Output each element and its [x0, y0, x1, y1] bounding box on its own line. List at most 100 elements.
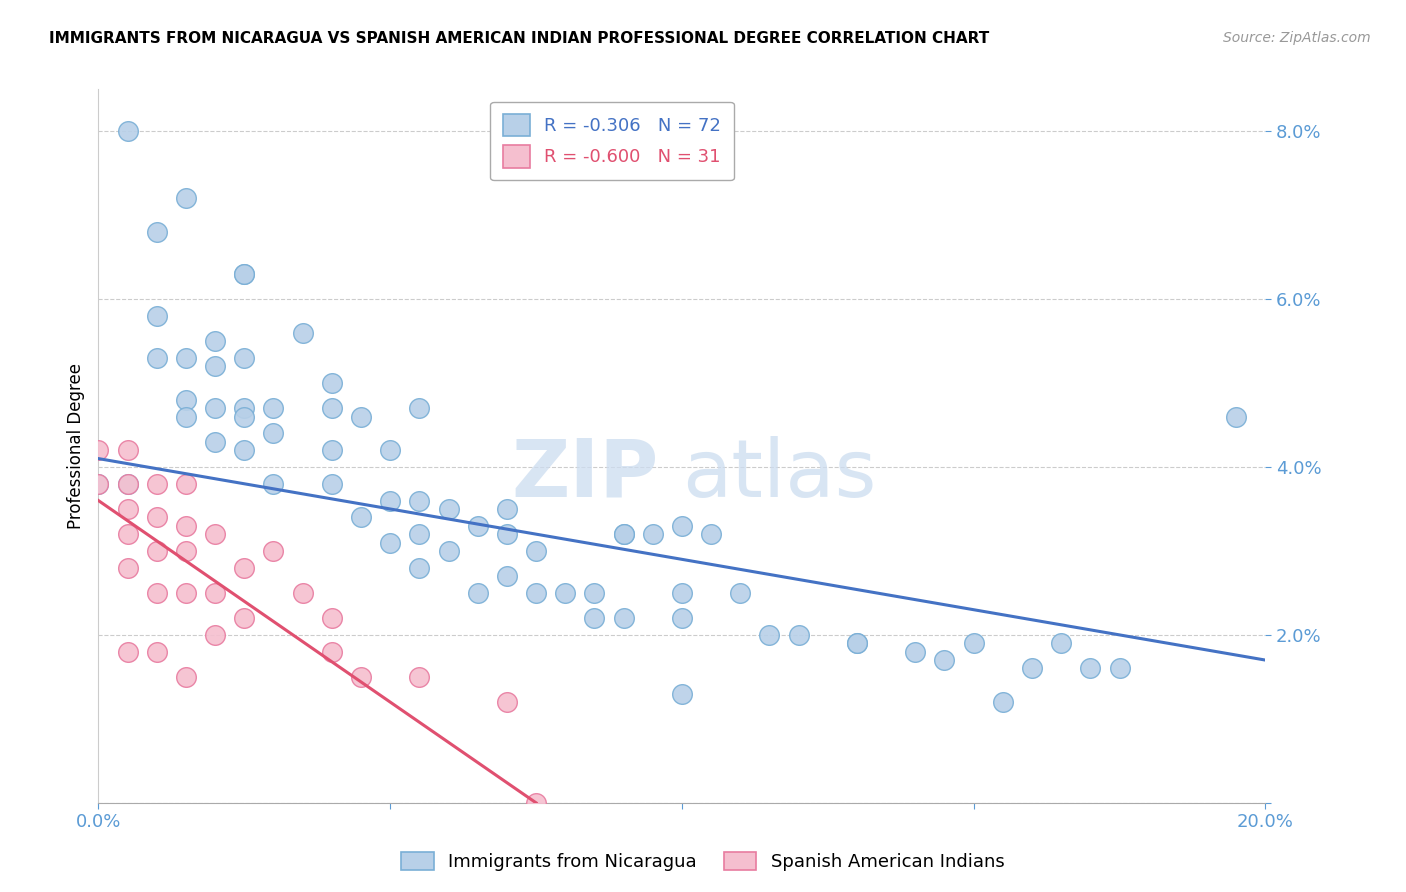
- Point: [700, 527, 723, 541]
- Point: [117, 476, 139, 491]
- Point: [758, 628, 780, 642]
- Point: [204, 334, 226, 348]
- Point: [262, 401, 284, 416]
- Point: [846, 636, 869, 650]
- Legend: R = -0.306   N = 72, R = -0.600   N = 31: R = -0.306 N = 72, R = -0.600 N = 31: [491, 102, 734, 180]
- Point: [233, 611, 256, 625]
- Point: [146, 544, 169, 558]
- Point: [1080, 661, 1102, 675]
- Point: [671, 687, 693, 701]
- Point: [117, 527, 139, 541]
- Point: [174, 351, 197, 365]
- Point: [174, 518, 197, 533]
- Point: [321, 476, 343, 491]
- Point: [496, 502, 519, 516]
- Point: [233, 351, 256, 365]
- Point: [671, 586, 693, 600]
- Point: [583, 586, 606, 600]
- Point: [408, 493, 430, 508]
- Point: [87, 476, 110, 491]
- Point: [146, 645, 169, 659]
- Point: [117, 443, 139, 458]
- Point: [174, 191, 197, 205]
- Text: atlas: atlas: [682, 435, 876, 514]
- Point: [671, 518, 693, 533]
- Point: [321, 401, 343, 416]
- Point: [583, 611, 606, 625]
- Point: [1050, 636, 1073, 650]
- Point: [730, 586, 752, 600]
- Point: [174, 392, 197, 407]
- Point: [291, 586, 314, 600]
- Point: [146, 225, 169, 239]
- Point: [204, 628, 226, 642]
- Point: [291, 326, 314, 340]
- Point: [496, 527, 519, 541]
- Point: [380, 493, 402, 508]
- Point: [496, 569, 519, 583]
- Point: [146, 510, 169, 524]
- Point: [671, 611, 693, 625]
- Point: [554, 586, 576, 600]
- Point: [233, 401, 256, 416]
- Point: [146, 586, 169, 600]
- Point: [117, 560, 139, 574]
- Point: [321, 376, 343, 390]
- Point: [904, 645, 927, 659]
- Point: [321, 443, 343, 458]
- Point: [262, 544, 284, 558]
- Point: [174, 476, 197, 491]
- Text: IMMIGRANTS FROM NICARAGUA VS SPANISH AMERICAN INDIAN PROFESSIONAL DEGREE CORRELA: IMMIGRANTS FROM NICARAGUA VS SPANISH AME…: [49, 31, 990, 46]
- Point: [612, 611, 634, 625]
- Point: [146, 309, 169, 323]
- Point: [467, 586, 489, 600]
- Point: [233, 560, 256, 574]
- Point: [408, 670, 430, 684]
- Point: [496, 695, 519, 709]
- Point: [146, 351, 169, 365]
- Point: [991, 695, 1014, 709]
- Point: [350, 510, 373, 524]
- Point: [1021, 661, 1043, 675]
- Point: [204, 401, 226, 416]
- Legend: Immigrants from Nicaragua, Spanish American Indians: Immigrants from Nicaragua, Spanish Ameri…: [394, 845, 1012, 879]
- Point: [350, 409, 373, 424]
- Point: [437, 502, 460, 516]
- Point: [174, 586, 197, 600]
- Point: [408, 401, 430, 416]
- Point: [612, 527, 634, 541]
- Point: [524, 586, 547, 600]
- Text: Source: ZipAtlas.com: Source: ZipAtlas.com: [1223, 31, 1371, 45]
- Point: [962, 636, 984, 650]
- Point: [612, 527, 634, 541]
- Point: [1225, 409, 1247, 424]
- Point: [117, 476, 139, 491]
- Point: [174, 670, 197, 684]
- Point: [87, 443, 110, 458]
- Point: [321, 645, 343, 659]
- Point: [233, 267, 256, 281]
- Point: [174, 544, 197, 558]
- Point: [1108, 661, 1130, 675]
- Point: [204, 359, 226, 374]
- Point: [233, 443, 256, 458]
- Point: [117, 124, 139, 138]
- Point: [262, 476, 284, 491]
- Point: [117, 502, 139, 516]
- Y-axis label: Professional Degree: Professional Degree: [66, 363, 84, 529]
- Point: [233, 409, 256, 424]
- Point: [321, 611, 343, 625]
- Point: [174, 409, 197, 424]
- Point: [233, 267, 256, 281]
- Point: [437, 544, 460, 558]
- Point: [524, 544, 547, 558]
- Point: [87, 476, 110, 491]
- Point: [846, 636, 869, 650]
- Point: [934, 653, 956, 667]
- Point: [380, 443, 402, 458]
- Point: [467, 518, 489, 533]
- Point: [408, 560, 430, 574]
- Point: [146, 476, 169, 491]
- Point: [787, 628, 810, 642]
- Point: [204, 527, 226, 541]
